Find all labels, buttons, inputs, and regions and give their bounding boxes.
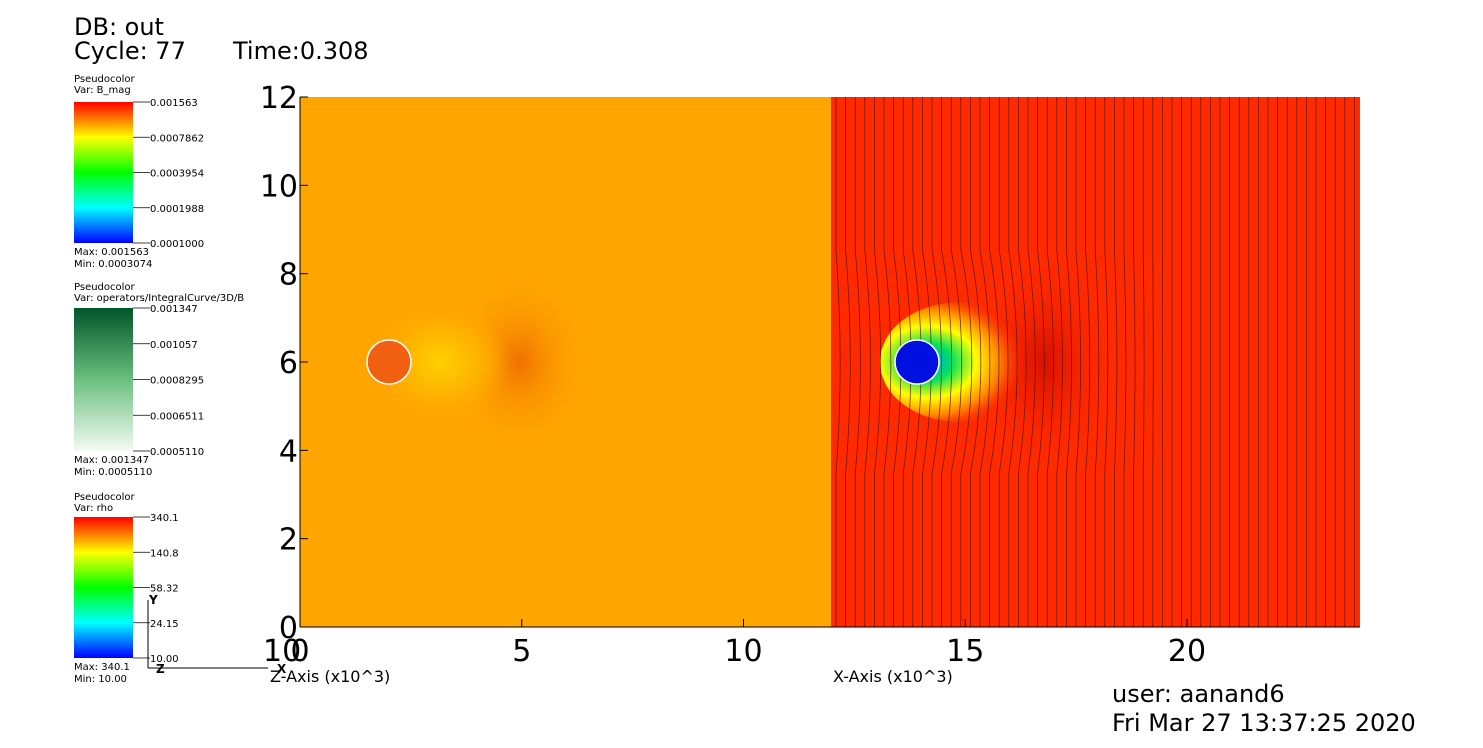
colorbar (74, 308, 133, 451)
y-tick-label: 2 (279, 523, 298, 558)
y-tick-label: 6 (279, 346, 298, 381)
time: Time:0.308 (232, 37, 369, 65)
colorbar (74, 517, 133, 658)
triad-label: Y (148, 593, 158, 607)
y-tick-label: 10 (260, 169, 298, 204)
user: user: aanand6 (1112, 680, 1285, 708)
cycle: Cycle: 77 (74, 37, 186, 65)
legend-max: Max: 0.001347 (74, 455, 149, 466)
colorbar-label: 0.0007862 (150, 133, 204, 144)
legend-title: Pseudocolor (74, 492, 136, 503)
x-tick-label: 20 (1168, 634, 1206, 669)
colorbar-label: 0.0006511 (150, 411, 204, 422)
colorbar-label: 58.32 (150, 584, 179, 595)
colorbar-label: 0.0003954 (150, 169, 204, 180)
x-tick-label: 15 (946, 634, 984, 669)
colorbar-label: 0.001057 (150, 340, 198, 351)
colorbar-label: 140.8 (150, 548, 179, 559)
legend-max: Max: 340.1 (74, 662, 130, 673)
colorbar (74, 102, 133, 243)
legend-min: Min: 0.0005110 (74, 467, 152, 478)
legend-var: Var: operators/IntegralCurve/3D/B (74, 293, 244, 304)
triad-label: X (277, 662, 287, 676)
colorbar-label: 10.00 (150, 654, 179, 665)
colorbar-label: 0.001563 (150, 98, 198, 109)
body-left (367, 340, 411, 384)
date: Fri Mar 27 13:37:25 2020 (1112, 709, 1416, 737)
y-tick-label: 8 (279, 258, 298, 293)
colorbar-label: 340.1 (150, 513, 179, 524)
legend-var: Var: rho (74, 503, 113, 514)
x-tick-label: 0 (290, 634, 309, 669)
axis-title: X-Axis (x10^3) (833, 667, 953, 686)
x-tick-label: 5 (512, 634, 531, 669)
legend-var: Var: B_mag (74, 85, 131, 96)
legend-max: Max: 0.001563 (74, 247, 149, 258)
body-right (895, 340, 939, 384)
legend-title: Pseudocolor (74, 282, 136, 293)
plot (300, 97, 1360, 627)
legend-min: Min: 0.0003074 (74, 259, 152, 270)
colorbar-label: 0.0005110 (150, 447, 204, 458)
colorbar-label: 0.0008295 (150, 376, 204, 387)
legend-min: Min: 10.00 (74, 674, 127, 685)
colorbar-label: 0.0001000 (150, 239, 204, 250)
colorbar-label: 0.0001988 (150, 204, 204, 215)
axis-title: Z-Axis (x10^3) (270, 667, 390, 686)
y-tick-label: 4 (279, 434, 298, 469)
legend-title: Pseudocolor (74, 74, 136, 85)
y-tick-label: 12 (260, 81, 298, 116)
colorbar-label: 24.15 (150, 619, 179, 630)
x-tick-label: 10 (724, 634, 762, 669)
colorbar-label: 0.001347 (150, 304, 198, 315)
